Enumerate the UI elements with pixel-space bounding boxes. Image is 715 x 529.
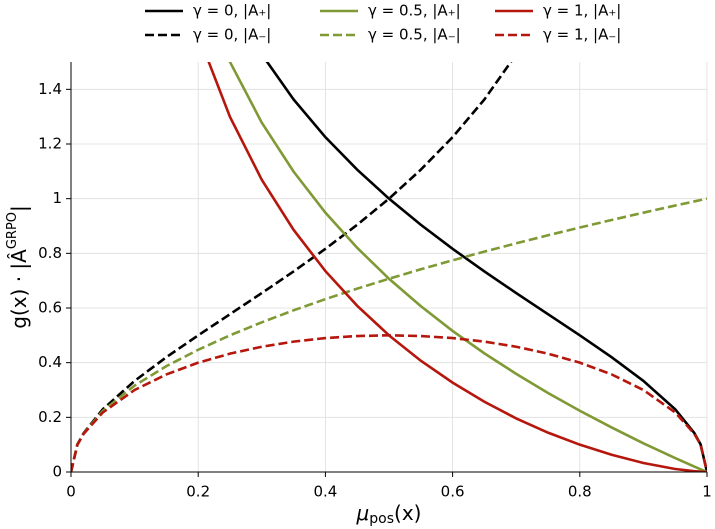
- y-tick-label: 0.4: [38, 353, 62, 371]
- y-axis-label-part: |: [7, 205, 31, 212]
- legend-label: γ = 0.5, |A₊|: [368, 2, 461, 20]
- legend-label: γ = 0, |A₊|: [193, 2, 271, 20]
- y-axis-label: g(x) · |ÂGRPO|: [5, 205, 31, 329]
- x-tick-label: 0.2: [186, 483, 210, 501]
- y-axis-label-part: g(x) · |Â: [7, 249, 31, 329]
- y-axis-label-part: GRPO: [5, 212, 20, 249]
- y-tick-label: 1.4: [38, 80, 62, 98]
- y-tick-label: 0: [52, 463, 62, 481]
- x-tick-label: 0: [66, 483, 76, 501]
- y-tick-label: 1.2: [38, 135, 62, 153]
- x-axis-label-part: (x): [394, 501, 421, 525]
- x-axis-label-part: μ: [356, 501, 370, 525]
- y-tick-label: 0.6: [38, 299, 62, 317]
- y-tick-label: 0.2: [38, 408, 62, 426]
- legend-label: γ = 1, |A₋|: [543, 26, 621, 44]
- x-axis-label-part: pos: [369, 511, 394, 527]
- x-tick-label: 0.4: [313, 483, 337, 501]
- series-line: [265, 62, 707, 472]
- legend-label: γ = 1, |A₊|: [543, 2, 621, 20]
- series-line: [228, 62, 707, 472]
- series-line: [71, 197, 707, 472]
- x-tick-label: 0.6: [441, 483, 465, 501]
- y-tick-label: 0.8: [38, 244, 62, 262]
- series-line: [71, 334, 707, 472]
- series-line: [207, 62, 707, 472]
- y-tick-label: 1: [52, 189, 62, 207]
- legend-label: γ = 0, |A₋|: [193, 26, 271, 44]
- x-tick-label: 0.8: [568, 483, 592, 501]
- x-axis-label: μpos(x): [356, 501, 422, 528]
- x-tick-label: 1: [702, 483, 712, 501]
- legend-label: γ = 0.5, |A₋|: [368, 26, 461, 44]
- series-line: [71, 62, 513, 472]
